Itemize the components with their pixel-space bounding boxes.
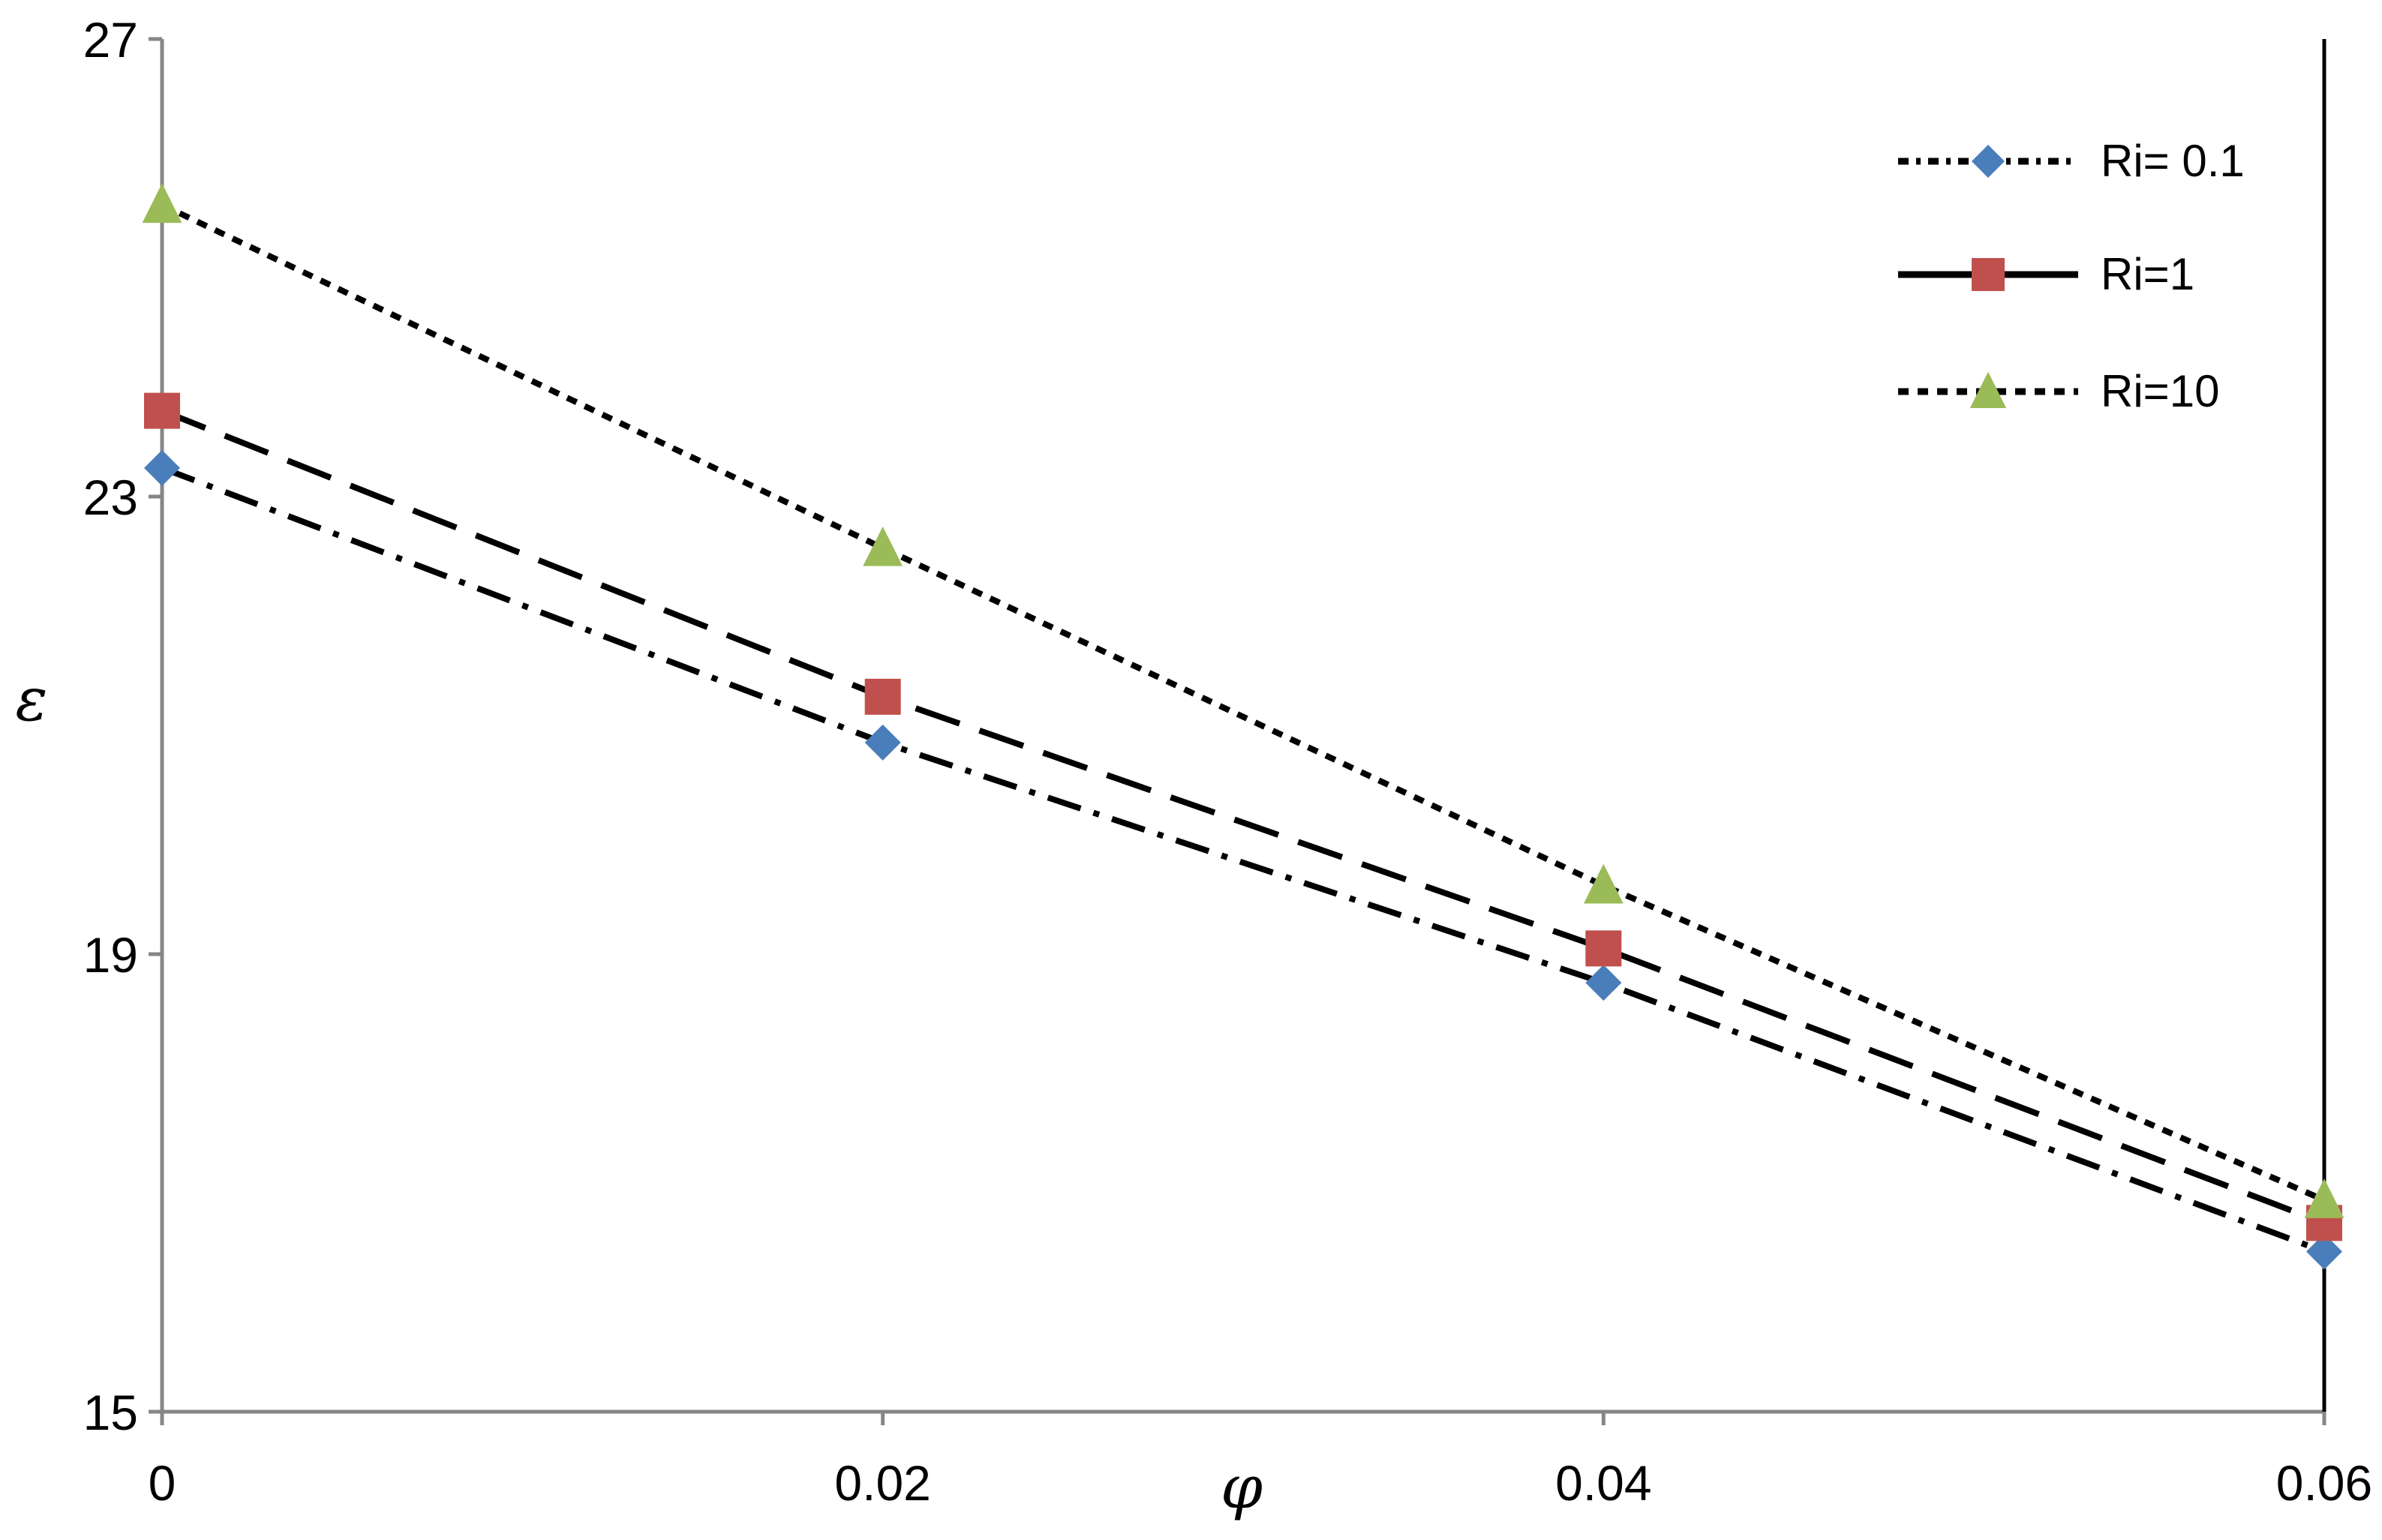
y-tick-label: 19 bbox=[83, 927, 138, 983]
y-tick-label: 15 bbox=[83, 1385, 138, 1440]
data-point bbox=[144, 392, 180, 429]
series-markers bbox=[142, 183, 2344, 1270]
y-axis-title: ε bbox=[16, 665, 48, 734]
x-tick-label: 0.02 bbox=[834, 1455, 930, 1511]
legend-marker bbox=[1972, 258, 2005, 291]
x-axis-title: φ bbox=[1221, 1452, 1263, 1522]
legend-label: Ri=1 bbox=[2101, 249, 2194, 299]
legend-label: Ri= 0.1 bbox=[2101, 136, 2245, 186]
data-point bbox=[144, 449, 180, 486]
series-line bbox=[161, 202, 2326, 1203]
y-tick-label: 27 bbox=[83, 12, 138, 68]
data-point bbox=[2306, 1233, 2342, 1270]
x-tick-label: 0 bbox=[149, 1455, 176, 1511]
series-lines bbox=[161, 202, 2326, 1255]
legend-label: Ri=10 bbox=[2101, 366, 2219, 416]
data-point bbox=[142, 183, 182, 224]
data-point bbox=[863, 526, 903, 566]
series-line bbox=[161, 407, 2326, 1226]
data-point bbox=[1583, 863, 1624, 904]
x-tick-label: 0.04 bbox=[1555, 1455, 1651, 1511]
legend-marker bbox=[1972, 145, 2005, 178]
legend-marker bbox=[1969, 371, 2007, 408]
x-tick-label: 0.06 bbox=[2276, 1455, 2372, 1511]
series-line bbox=[161, 465, 2326, 1255]
ticks: 15 19 23 27 0 0.02 0.04 0.06 bbox=[83, 12, 2373, 1511]
data-point bbox=[864, 724, 901, 761]
data-point bbox=[2304, 1178, 2344, 1218]
plot-frame bbox=[160, 39, 2326, 1414]
legend: Ri= 0.1 Ri=1 Ri=10 bbox=[1898, 136, 2245, 416]
data-point bbox=[1585, 965, 1622, 1001]
data-point bbox=[864, 678, 901, 715]
data-point bbox=[1585, 930, 1622, 967]
y-tick-label: 23 bbox=[83, 470, 138, 525]
